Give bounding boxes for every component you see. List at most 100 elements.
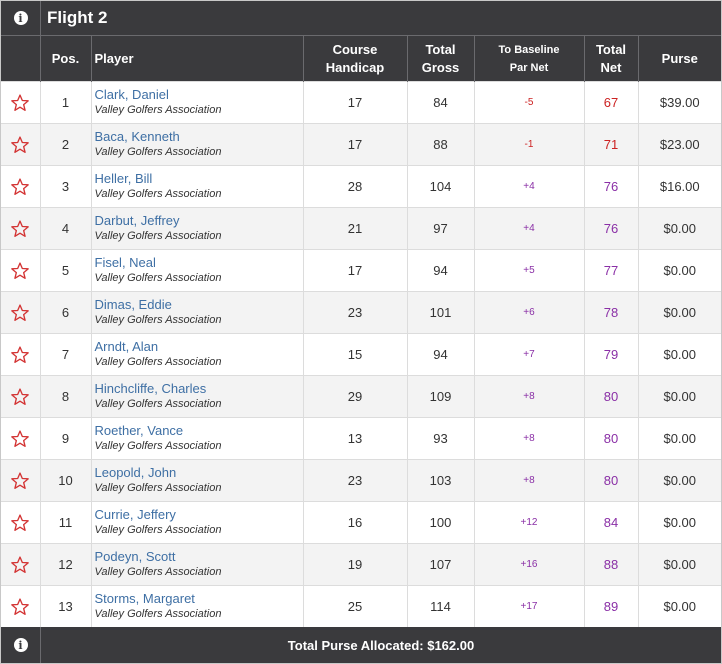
player-cell: Dimas, Eddie Valley Golfers Association	[91, 291, 304, 334]
course-handicap-cell: 23	[303, 291, 408, 334]
table-row: 6 Dimas, Eddie Valley Golfers Association 2…	[1, 291, 721, 334]
player-name-link[interactable]: Heller, Bill	[94, 171, 153, 186]
baseline-par-net-column-header[interactable]: To Baseline Par Net	[474, 35, 585, 82]
position-cell: 11	[40, 501, 92, 544]
purse-cell: $0.00	[638, 543, 721, 586]
player-name-link[interactable]: Currie, Jeffery	[94, 507, 176, 522]
player-name-link[interactable]: Storms, Margaret	[94, 591, 195, 606]
baseline-par-net-cell: +17	[474, 585, 585, 627]
player-column-header[interactable]: Player	[91, 35, 304, 82]
table-row: 12 Podeyn, Scott Valley Golfers Associatio…	[1, 543, 721, 586]
total-gross-cell: 107	[407, 543, 475, 586]
baseline-par-net-cell: +8	[474, 459, 585, 502]
favorite-star-button[interactable]	[1, 207, 41, 250]
baseline-par-net-cell: +5	[474, 249, 585, 292]
star-outline-icon	[1, 177, 40, 197]
total-net-cell: 76	[584, 207, 639, 250]
star-outline-icon	[1, 513, 40, 533]
favorite-star-button[interactable]	[1, 585, 41, 627]
total-gross-column-header[interactable]: Total Gross	[407, 35, 475, 82]
purse-cell: $0.00	[638, 501, 721, 544]
baseline-par-net-cell: -1	[474, 123, 585, 166]
total-net-cell: 78	[584, 291, 639, 334]
total-gross-cell: 109	[407, 375, 475, 418]
player-name-link[interactable]: Podeyn, Scott	[94, 549, 176, 564]
course-handicap-cell: 16	[303, 501, 408, 544]
total-gross-cell: 100	[407, 501, 475, 544]
favorite-star-button[interactable]	[1, 375, 41, 418]
position-cell: 4	[40, 207, 92, 250]
player-name-link[interactable]: Clark, Daniel	[94, 87, 169, 102]
player-organization: Valley Golfers Association	[94, 440, 222, 452]
position-cell: 12	[40, 543, 92, 586]
star-outline-icon	[1, 429, 40, 449]
course-handicap-cell: 19	[303, 543, 408, 586]
star-outline-icon	[1, 303, 40, 323]
total-purse-allocated: Total Purse Allocated: $162.00	[287, 637, 475, 653]
star-outline-icon	[1, 597, 40, 617]
player-name-link[interactable]: Hinchcliffe, Charles	[94, 381, 207, 396]
purse-column-header[interactable]: Purse	[638, 35, 721, 82]
position-cell: 5	[40, 249, 92, 292]
purse-cell: $0.00	[638, 585, 721, 627]
total-gross-cell: 104	[407, 165, 475, 208]
player-name-link[interactable]: Dimas, Eddie	[94, 297, 172, 312]
star-outline-icon	[1, 555, 40, 575]
purse-cell: $39.00	[638, 81, 721, 124]
purse-cell: $0.00	[638, 291, 721, 334]
favorite-star-button[interactable]	[1, 249, 41, 292]
player-name-link[interactable]: Arndt, Alan	[94, 339, 159, 354]
favorite-star-button[interactable]	[1, 543, 41, 586]
star-outline-icon	[1, 387, 40, 407]
leaderboard-table: Pos. Player Course Handicap Total Gross To…	[1, 35, 721, 627]
player-organization: Valley Golfers Association	[94, 356, 222, 368]
course-handicap-cell: 21	[303, 207, 408, 250]
favorite-star-button[interactable]	[1, 417, 41, 460]
baseline-par-net-cell: +6	[474, 291, 585, 334]
total-net-column-header[interactable]: Total Net	[584, 35, 639, 82]
favorite-star-button[interactable]	[1, 501, 41, 544]
baseline-par-net-cell: +4	[474, 165, 585, 208]
total-gross-cell: 88	[407, 123, 475, 166]
player-cell: Storms, Margaret Valley Golfers Associati…	[91, 585, 304, 627]
total-net-cell: 88	[584, 543, 639, 586]
course-handicap-cell: 17	[303, 249, 408, 292]
table-row: 4 Darbut, Jeffrey Valley Golfers Associati…	[1, 207, 721, 250]
table-row: 5 Fisel, Neal Valley Golfers Association 17…	[1, 249, 721, 292]
favorite-star-button[interactable]	[1, 459, 41, 502]
table-row: 2 Baca, Kenneth Valley Golfers Association…	[1, 123, 721, 166]
purse-cell: $0.00	[638, 417, 721, 460]
flight-title: Flight 2	[47, 8, 108, 27]
player-cell: Leopold, John Valley Golfers Association	[91, 459, 304, 502]
player-cell: Currie, Jeffery Valley Golfers Associatio…	[91, 501, 304, 544]
favorite-star-button[interactable]	[1, 123, 41, 166]
position-cell: 2	[40, 123, 92, 166]
favorite-star-button[interactable]	[1, 333, 41, 376]
player-name-link[interactable]: Fisel, Neal	[94, 255, 156, 270]
total-net-cell: 76	[584, 165, 639, 208]
player-organization: Valley Golfers Association	[94, 230, 222, 242]
course-handicap-column-header[interactable]: Course Handicap	[303, 35, 408, 82]
baseline-par-net-cell: +8	[474, 375, 585, 418]
total-gross-cell: 101	[407, 291, 475, 334]
player-cell: Darbut, Jeffrey Valley Golfers Associatio…	[91, 207, 304, 250]
favorite-star-button[interactable]	[1, 291, 41, 334]
pos-column-header[interactable]: Pos.	[40, 35, 92, 82]
position-cell: 8	[40, 375, 92, 418]
purse-cell: $0.00	[638, 249, 721, 292]
purse-cell: $23.00	[638, 123, 721, 166]
player-name-link[interactable]: Darbut, Jeffrey	[94, 213, 180, 228]
position-cell: 3	[40, 165, 92, 208]
purse-cell: $0.00	[638, 459, 721, 502]
player-name-link[interactable]: Baca, Kenneth	[94, 129, 180, 144]
player-name-link[interactable]: Roether, Vance	[94, 423, 184, 438]
total-net-cell: 80	[584, 459, 639, 502]
purse-cell: $0.00	[638, 333, 721, 376]
total-net-cell: 89	[584, 585, 639, 627]
footer-info-button[interactable]: i	[1, 627, 41, 663]
flight-info-button[interactable]: i	[1, 1, 41, 35]
baseline-par-net-cell: +16	[474, 543, 585, 586]
favorite-star-button[interactable]	[1, 81, 41, 124]
player-name-link[interactable]: Leopold, John	[94, 465, 177, 480]
favorite-star-button[interactable]	[1, 165, 41, 208]
